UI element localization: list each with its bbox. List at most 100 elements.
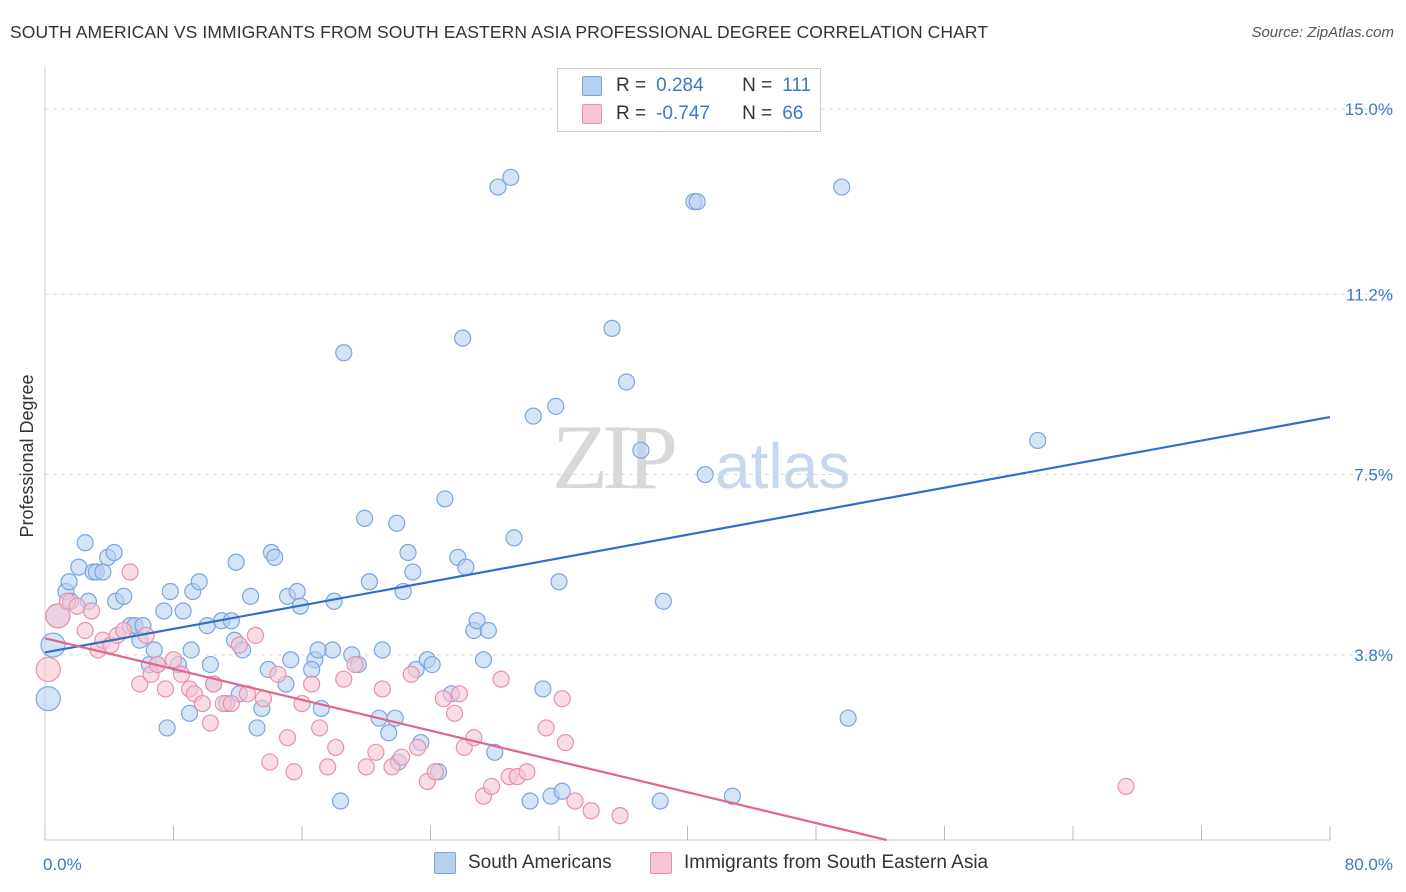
watermark-atlas: atlas: [715, 430, 850, 502]
south-american-point: [303, 660, 321, 679]
south-american-point: [323, 641, 342, 659]
south-american-point: [553, 782, 571, 800]
immigrant-point: [346, 655, 364, 674]
legend-n-value: 66: [782, 103, 804, 124]
immigrant-point: [373, 680, 391, 698]
south-american-point: [468, 612, 486, 630]
series-immigrants-se-asia: [35, 563, 1135, 825]
trend-line-immigrants: [44, 637, 887, 842]
immigrant-point: [45, 603, 71, 629]
south-american-point: [35, 686, 61, 712]
y-tick-label: 11.2%: [1346, 285, 1393, 304]
immigrant-point: [76, 621, 94, 640]
south-american-point: [105, 543, 123, 562]
south-american-point: [198, 617, 216, 635]
immigrant-point: [278, 729, 297, 747]
legend-item-immigrants[interactable]: Immigrants from South Eastern Asia: [650, 852, 988, 874]
watermark: ZIP atlas: [552, 406, 850, 508]
south-american-point: [502, 168, 520, 186]
immigrant-point: [269, 665, 287, 683]
immigrant-point: [82, 602, 101, 620]
immigrant-point: [230, 636, 248, 654]
legend-n-value: 111: [782, 75, 812, 96]
immigrant-point: [335, 670, 353, 688]
south-american-point: [521, 792, 539, 810]
immigrant-point: [261, 753, 279, 771]
watermark-zip: ZIP: [552, 406, 675, 508]
legend-r-label: R =: [616, 103, 647, 124]
south-american-point: [489, 178, 507, 196]
immigrant-point: [611, 807, 629, 825]
x-tick-label-min: 0.0%: [43, 855, 82, 874]
legend-swatch-pink: [582, 104, 602, 124]
immigrant-point: [402, 665, 420, 683]
immigrant-point: [131, 675, 149, 693]
immigrant-point: [222, 694, 240, 713]
south-american-point: [182, 641, 200, 659]
y-tick-label: 3.8%: [1354, 646, 1393, 665]
immigrant-point: [582, 802, 600, 820]
immigrant-point: [492, 670, 510, 688]
x-tick-label-max: 80.0%: [1345, 855, 1393, 874]
legend-swatch-blue: [434, 852, 456, 874]
south-american-point: [833, 178, 851, 196]
south-american-point: [474, 651, 493, 669]
south-american-point: [373, 641, 391, 659]
south-american-point: [266, 548, 284, 566]
immigrant-point: [537, 719, 555, 737]
chart-title: SOUTH AMERICAN VS IMMIGRANTS FROM SOUTH …: [10, 22, 989, 42]
south-american-point: [356, 509, 374, 528]
immigrant-point: [35, 656, 61, 683]
south-american-point: [654, 592, 673, 610]
immigrant-point: [303, 675, 321, 693]
south-american-point: [457, 558, 475, 576]
immigrant-point: [518, 763, 536, 781]
y-tick-label: 7.5%: [1354, 466, 1393, 485]
tick-labels: 3.8% 7.5% 11.2% 15.0% 0.0% 80.0%: [43, 100, 1393, 874]
immigrant-point: [434, 690, 452, 708]
immigrant-point: [566, 792, 584, 810]
immigrant-point: [68, 597, 86, 615]
immigrant-point: [156, 680, 175, 698]
grid-lines: [45, 108, 1393, 656]
south-american-point: [651, 792, 669, 810]
south-american-point: [242, 587, 260, 605]
south-american-point: [404, 563, 422, 581]
immigrant-point: [121, 563, 139, 581]
series-south-americans: [35, 168, 1047, 810]
south-american-point: [76, 534, 94, 552]
south-american-point: [380, 724, 398, 742]
immigrant-point: [445, 704, 464, 722]
immigrant-point: [327, 738, 345, 757]
legend-swatch-blue: [582, 76, 602, 96]
immigrant-point: [311, 719, 329, 737]
immigrant-point: [426, 763, 444, 781]
south-american-point: [309, 641, 327, 659]
south-american-point: [288, 582, 306, 601]
y-tick-label: 15.0%: [1345, 100, 1393, 119]
legend-n-label: N =: [742, 75, 773, 96]
south-american-point: [1029, 431, 1047, 450]
legend-item-label: South Americans: [468, 852, 612, 873]
south-american-point: [436, 490, 454, 508]
immigrant-point: [556, 733, 575, 752]
immigrant-point: [201, 714, 220, 732]
south-american-point: [479, 621, 497, 640]
south-american-point: [60, 573, 78, 591]
south-american-point: [161, 582, 179, 601]
legend-swatch-pink: [650, 852, 672, 874]
immigrant-point: [482, 777, 501, 796]
south-american-point: [617, 373, 636, 391]
immigrant-point: [319, 758, 337, 776]
south-american-point: [399, 543, 417, 562]
y-axis-label: Professional Degree: [17, 374, 37, 537]
south-american-point: [688, 193, 706, 211]
immigrant-point: [450, 685, 469, 703]
south-american-point: [534, 680, 552, 698]
legend-item-south-americans[interactable]: South Americans: [434, 852, 612, 874]
south-american-point: [547, 397, 565, 415]
south-american-point: [174, 602, 192, 620]
legend-r-value: 0.284: [656, 75, 704, 96]
legend-n-label: N =: [742, 103, 773, 124]
